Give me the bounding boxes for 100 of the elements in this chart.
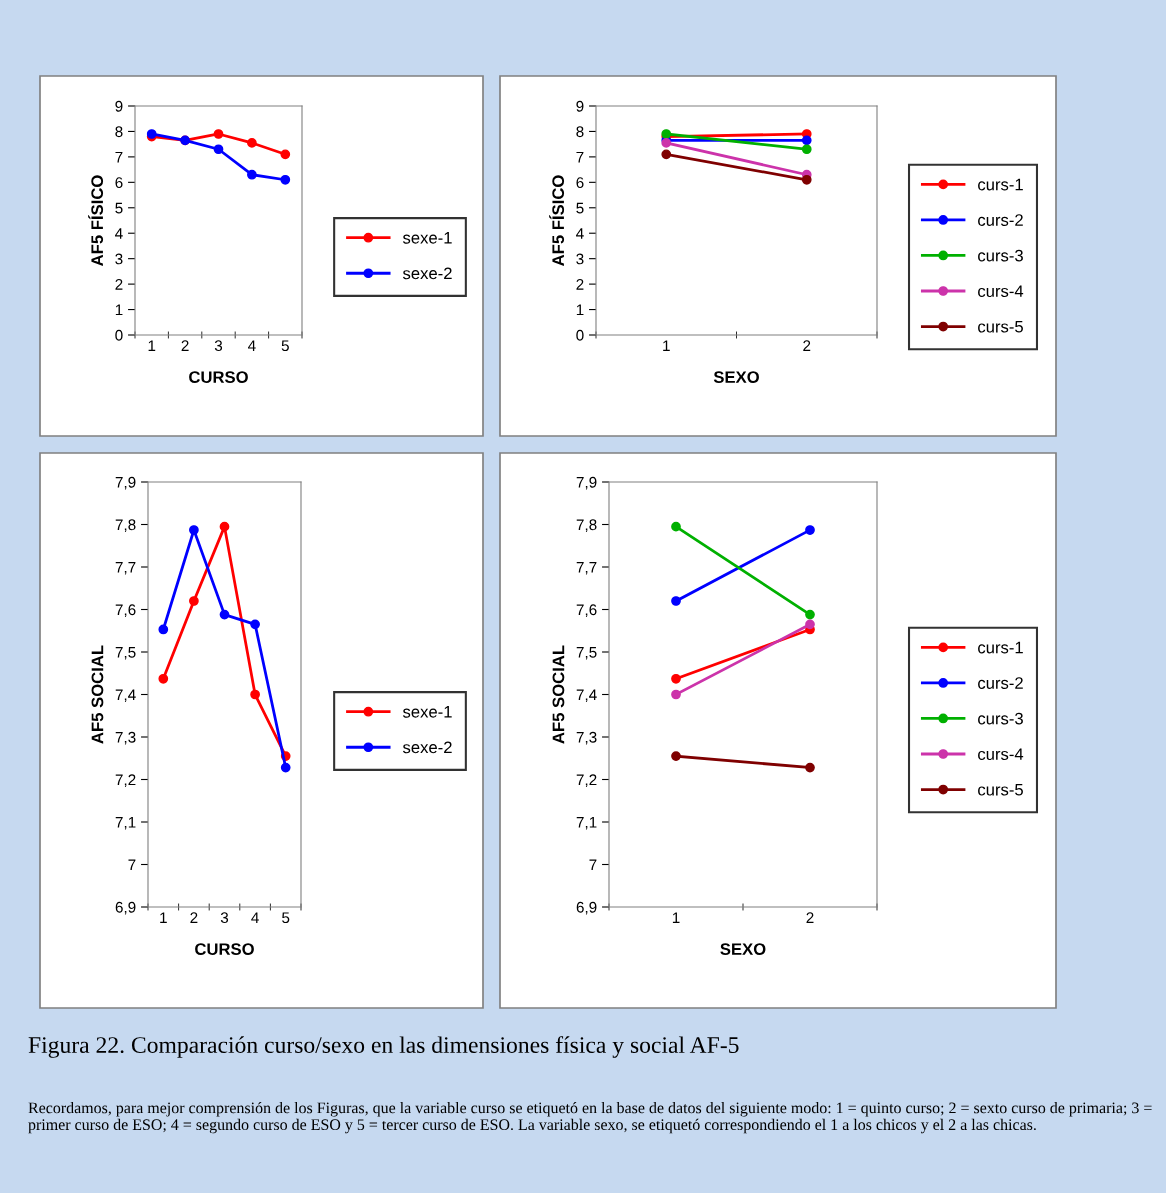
y-tick-label: 7,6 xyxy=(115,604,136,617)
legend-label: curs-5 xyxy=(978,320,1023,333)
x-axis-title: CURSO xyxy=(189,371,248,384)
y-tick-label: 8 xyxy=(115,126,123,138)
y-tick-label: 7,5 xyxy=(115,647,136,660)
legend-label: sexe-2 xyxy=(402,267,452,280)
y-tick-label: 7,5 xyxy=(576,647,597,660)
text: Figura 22. Comparación curso/sexo en las dimensiones física y social AF-5 xyxy=(28,1036,739,1058)
y-tick-label: 3 xyxy=(115,253,123,265)
point xyxy=(247,138,257,148)
point xyxy=(671,596,681,606)
y-tick-label: 1 xyxy=(115,304,123,316)
y-tick-label: 7,8 xyxy=(576,519,597,532)
point xyxy=(158,673,169,684)
point xyxy=(213,129,224,139)
y-tick-label: 7,3 xyxy=(576,731,597,745)
y-tick-label: 6 xyxy=(576,177,584,189)
y-tick-label: 6,9 xyxy=(115,901,136,915)
y-tick-label: 8 xyxy=(576,126,584,138)
point xyxy=(805,609,815,620)
y-tick-label: 4 xyxy=(115,228,123,239)
y-tick-label: 1 xyxy=(576,304,584,316)
y-tick-label: 7,9 xyxy=(115,476,136,490)
y-tick-label: 7,7 xyxy=(576,562,597,575)
legend-label: curs-5 xyxy=(978,783,1023,796)
legend-label: sexe-1 xyxy=(402,232,452,244)
point xyxy=(671,673,681,684)
legend-label: curs-4 xyxy=(978,285,1024,298)
legend-label: curs-4 xyxy=(978,748,1024,761)
x-axis-title: SEXO xyxy=(713,371,759,384)
x-tick-label: 2 xyxy=(190,912,198,923)
x-tick-label: 1 xyxy=(148,340,156,351)
point xyxy=(805,619,815,630)
y-tick-label: 7,3 xyxy=(115,731,136,745)
x-tick-label: 3 xyxy=(214,340,223,352)
y-tick-label: 7 xyxy=(576,151,584,163)
x-tick-label: 4 xyxy=(248,340,256,351)
y-tick-label: 2 xyxy=(576,278,584,290)
x-tick-label: 5 xyxy=(281,340,289,352)
x-axis-title: CURSO xyxy=(195,943,254,956)
y-tick-label: 7,9 xyxy=(576,476,597,490)
point xyxy=(250,689,260,700)
point xyxy=(671,689,681,700)
point xyxy=(801,174,812,185)
point xyxy=(219,521,230,532)
x-tick-label: 2 xyxy=(806,912,814,923)
point xyxy=(250,619,260,630)
point xyxy=(189,525,199,535)
y-tick-label: 7,1 xyxy=(115,817,136,830)
y-tick-label: 6 xyxy=(115,177,123,189)
x-tick-label: 3 xyxy=(220,912,229,924)
x-tick-label: 1 xyxy=(160,912,167,923)
y-tick-label: 7,6 xyxy=(576,604,597,617)
legend-label: curs-1 xyxy=(978,641,1023,654)
y-tick-label: 0 xyxy=(115,329,123,341)
y-tick-label: 7 xyxy=(589,859,597,871)
y-axis-title: AF5 SOCIAL xyxy=(91,645,104,744)
x-tick-label: 1 xyxy=(663,340,670,351)
y-tick-label: 7,4 xyxy=(115,689,136,702)
y-tick-label: 7,4 xyxy=(576,689,597,702)
point xyxy=(805,525,815,535)
point xyxy=(671,521,681,532)
legend-label: curs-2 xyxy=(978,214,1023,226)
y-tick-label: 4 xyxy=(576,228,584,239)
point xyxy=(801,144,812,155)
x-tick-label: 2 xyxy=(803,340,811,351)
x-tick-label: 2 xyxy=(181,340,189,351)
point xyxy=(247,169,257,180)
y-axis-title: AF5 FÍSICO xyxy=(549,175,565,266)
y-tick-label: 0 xyxy=(576,329,584,341)
y-axis-title: AF5 SOCIAL xyxy=(552,645,565,744)
text: Recordamos, para mejor comprensión de los Figuras, que la variable curso se etiquetó en la base de datos del siguiente modo: 1 = quinto curso; 2 = sexto curso de primaria; 3 = primer curso de ESO; 4 = segundo curso de ESO y 5 = tercer curso de ESO. La variable sexo, se etiquetó correspondiendo el 1 a los chicos y el 2 a las chicas. xyxy=(28,1102,1152,1134)
y-tick-label: 7,2 xyxy=(115,774,136,787)
y-tick-label: 9 xyxy=(115,100,123,112)
y-tick-label: 7 xyxy=(128,859,136,871)
legend-label: sexe-1 xyxy=(402,706,452,718)
y-tick-label: 2 xyxy=(115,278,123,290)
x-axis-title: SEXO xyxy=(720,943,766,956)
point xyxy=(280,174,291,185)
y-tick-label: 7,2 xyxy=(576,774,597,787)
legend-label: curs-1 xyxy=(978,178,1023,191)
y-tick-label: 5 xyxy=(576,202,584,214)
point xyxy=(671,751,681,761)
y-tick-label: 7,1 xyxy=(576,817,597,830)
y-tick-label: 5 xyxy=(115,202,123,214)
y-tick-label: 9 xyxy=(576,100,584,112)
y-tick-label: 7 xyxy=(115,151,123,163)
x-tick-label: 4 xyxy=(251,912,259,923)
point xyxy=(189,596,199,606)
point xyxy=(661,149,672,160)
point xyxy=(213,144,224,155)
legend-label: curs-3 xyxy=(978,712,1023,725)
y-tick-label: 7,8 xyxy=(115,519,136,532)
point xyxy=(158,624,169,635)
point xyxy=(805,762,815,773)
x-tick-label: 5 xyxy=(282,912,290,924)
x-tick-label: 1 xyxy=(672,912,680,923)
legend-label: curs-2 xyxy=(978,677,1023,689)
y-tick-label: 6,9 xyxy=(576,901,597,915)
y-tick-label: 7,7 xyxy=(115,562,136,575)
